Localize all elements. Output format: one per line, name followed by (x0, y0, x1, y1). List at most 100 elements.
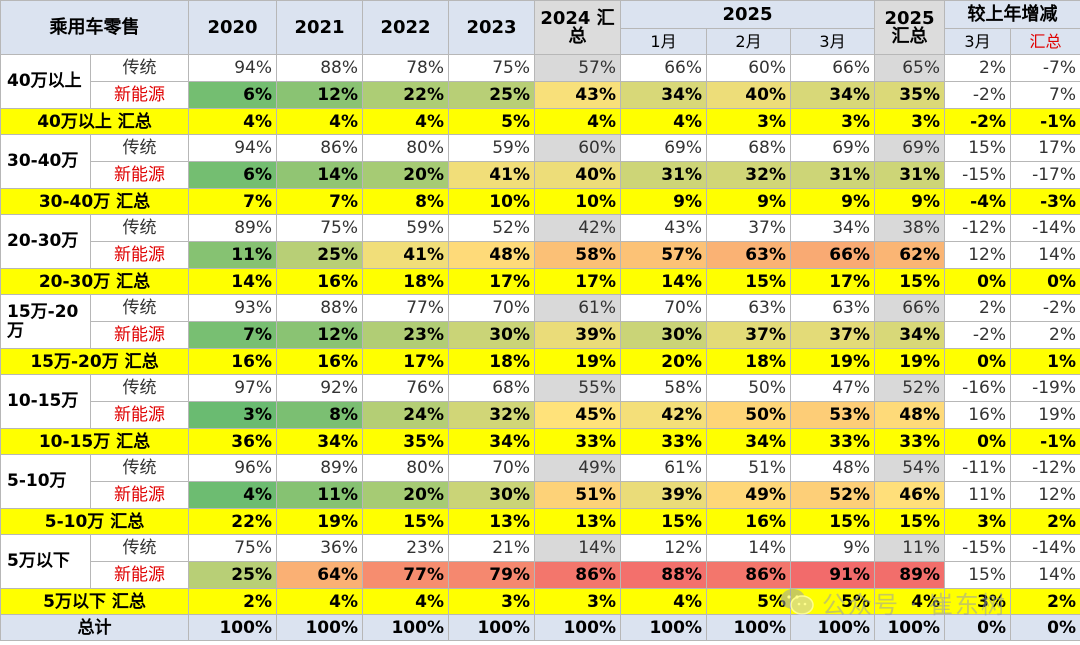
nev-cell: 53% (790, 401, 875, 429)
summary-cell: 4% (620, 108, 707, 135)
summary-cell: 3% (448, 588, 535, 615)
nev-cell: 35% (874, 81, 945, 109)
nev-cell: 64% (276, 561, 363, 589)
nev-cell: 77% (362, 561, 449, 589)
nev-cell: 31% (790, 161, 875, 189)
traditional-cell: -15% (944, 534, 1011, 562)
nev-cell: 8% (276, 401, 363, 429)
summary-cell: 9% (790, 188, 875, 215)
month-header: 3月 (790, 28, 875, 55)
traditional-label: 传统 (90, 54, 189, 82)
summary-cell: 7% (276, 188, 363, 215)
traditional-label: 传统 (90, 454, 189, 482)
nev-cell: 62% (874, 241, 945, 269)
summary-cell: 3% (790, 108, 875, 135)
traditional-row: 40万以上 传统 94% 88% 78% 75% 57% 66% 60% 66% 65% 2% -7% (0, 54, 1080, 109)
nev-cell: 66% (790, 241, 875, 269)
summary-cell: 9% (620, 188, 707, 215)
summary-cell: 18% (448, 348, 535, 375)
nev-cell: 52% (790, 481, 875, 509)
nev-cell: 79% (448, 561, 535, 589)
traditional-cell: 36% (276, 534, 363, 562)
summary-cell: 33% (534, 428, 621, 455)
traditional-cell: -16% (944, 374, 1011, 402)
summary-label: 10-15万 汇总 (0, 428, 189, 455)
nev-cell: -2% (944, 81, 1011, 109)
summary-cell: 3% (874, 108, 945, 135)
price-band-label: 30-40万 (0, 134, 91, 189)
year-2025-header: 2025 (620, 0, 875, 29)
summary-cell: 8% (362, 188, 449, 215)
traditional-cell: 65% (874, 54, 945, 82)
nev-row: 新能源 6% 12% 22% 25% 43% 34% 40% 34% 35% -2% 7% (1, 81, 1080, 109)
traditional-cell: 54% (874, 454, 945, 482)
summary-cell: 4% (188, 108, 277, 135)
nev-cell: 11% (944, 481, 1011, 509)
traditional-cell: -12% (944, 214, 1011, 242)
nev-row: 新能源 6% 14% 20% 41% 40% 31% 32% 31% 31% -15% -17% (1, 161, 1080, 189)
summary-cell: 36% (188, 428, 277, 455)
nev-label: 新能源 (90, 81, 189, 109)
summary-row: 10-15万 汇总 36% 34% 35% 34% 33% 33% 34% 33% 33% 0% -1… (0, 428, 1080, 455)
traditional-label: 传统 (90, 534, 189, 562)
nev-cell: 31% (874, 161, 945, 189)
nev-label: 新能源 (90, 161, 189, 189)
traditional-label: 传统 (90, 134, 189, 162)
summary-label: 5-10万 汇总 (0, 508, 189, 535)
nev-cell: 25% (188, 561, 277, 589)
traditional-cell: 34% (790, 214, 875, 242)
traditional-cell: 94% (188, 54, 277, 82)
traditional-cell: 60% (534, 134, 621, 162)
traditional-cell: 69% (620, 134, 707, 162)
nev-cell: 34% (874, 321, 945, 349)
traditional-cell: 17% (1010, 134, 1080, 162)
nev-cell: 31% (620, 161, 707, 189)
traditional-cell: 9% (790, 534, 875, 562)
nev-cell: 86% (534, 561, 621, 589)
traditional-cell: 14% (534, 534, 621, 562)
summary-cell: 2% (1010, 588, 1080, 615)
summary-cell: 15% (790, 508, 875, 535)
summary-cell: -1% (1010, 428, 1080, 455)
summary-cell: 35% (362, 428, 449, 455)
traditional-cell: 92% (276, 374, 363, 402)
traditional-cell: 69% (790, 134, 875, 162)
traditional-cell: 55% (534, 374, 621, 402)
summary-label: 15万-20万 汇总 (0, 348, 189, 375)
summary-cell: 14% (188, 268, 277, 295)
summary-cell: 4% (362, 108, 449, 135)
traditional-cell: 88% (276, 294, 363, 322)
nev-row: 新能源 3% 8% 24% 32% 45% 42% 50% 53% 48% 16% 19% (1, 401, 1080, 429)
nev-cell: 25% (448, 81, 535, 109)
nev-label: 新能源 (90, 241, 189, 269)
nev-cell: 41% (362, 241, 449, 269)
traditional-row: 20-30万 传统 89% 75% 59% 52% 42% 43% 37% 34% 38% -12% -… (0, 214, 1080, 269)
nev-cell: 34% (790, 81, 875, 109)
summary-cell: 17% (448, 268, 535, 295)
traditional-cell: 42% (534, 214, 621, 242)
summary-cell: 33% (874, 428, 945, 455)
summary-cell: 4% (534, 108, 621, 135)
nev-cell: 43% (534, 81, 621, 109)
traditional-cell: 89% (188, 214, 277, 242)
traditional-cell: 61% (620, 454, 707, 482)
summary-cell: 4% (874, 588, 945, 615)
total-cell: 100% (620, 614, 707, 641)
total-cell: 100% (448, 614, 535, 641)
traditional-cell: 77% (362, 294, 449, 322)
summary-cell: 14% (620, 268, 707, 295)
summary-cell: 19% (874, 348, 945, 375)
traditional-cell: 11% (874, 534, 945, 562)
nev-cell: 91% (790, 561, 875, 589)
nev-cell: 20% (362, 161, 449, 189)
compare-sum-label: 汇总 (1029, 31, 1062, 51)
summary-cell: 16% (276, 348, 363, 375)
price-band-label: 15万-20万 (0, 294, 91, 349)
nev-cell: 16% (944, 401, 1011, 429)
summary-cell: -4% (944, 188, 1011, 215)
traditional-cell: 75% (188, 534, 277, 562)
traditional-cell: 80% (362, 454, 449, 482)
nev-cell: 58% (534, 241, 621, 269)
compare-sum-header: 汇总 (1010, 28, 1080, 55)
